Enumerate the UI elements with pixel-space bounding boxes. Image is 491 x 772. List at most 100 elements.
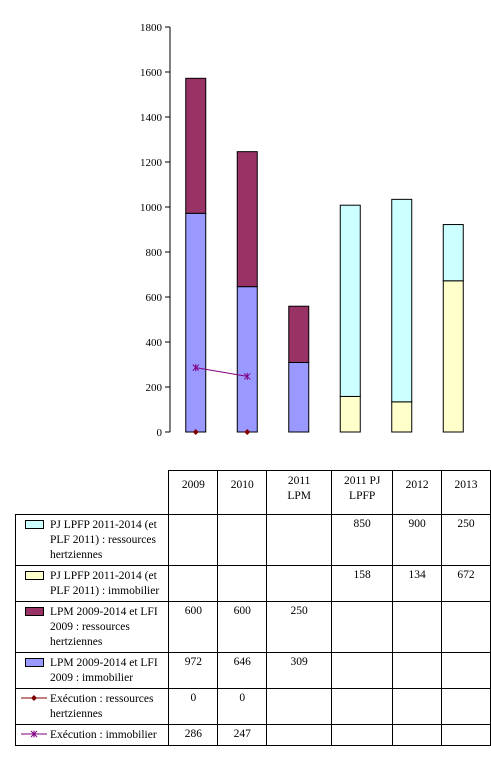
data-label: 672 (441, 565, 491, 602)
bar-segment (339, 204, 361, 397)
category-label: 2010 (217, 470, 268, 515)
bar-segment (339, 395, 361, 433)
data-point (192, 429, 199, 435)
category-label: 2009 (168, 470, 219, 515)
data-label (217, 514, 268, 566)
data-label: 600 (168, 601, 219, 653)
table-row: Exécution : ressources hertziennes 0 0 (14, 688, 491, 725)
bar-segment (442, 280, 464, 433)
data-label: 247 (217, 724, 268, 746)
data-label (266, 565, 333, 602)
bar-segment (185, 77, 207, 214)
legend-label: PJ LPFP 2011-2014 (et PLF 2011) : ressou… (50, 519, 157, 561)
data-label (441, 724, 491, 746)
bar-segment (236, 286, 258, 433)
legend-cell: LPM 2009-2014 et LFI 2009 : ressources h… (14, 601, 170, 653)
y-axis-ticks: 0 200 400 600 800 1000 1200 1400 1600 1800 (140, 22, 170, 439)
bar-segment (288, 361, 310, 433)
data-point (243, 372, 251, 380)
data-label (266, 514, 333, 566)
data-label (392, 724, 443, 746)
bar-segment (391, 401, 413, 433)
y-tick-label: 1200 (140, 157, 163, 169)
category-label: 2013 (441, 470, 491, 515)
y-tick-label: 1000 (140, 202, 163, 214)
table-row: PJ LPFP 2011-2014 (et PLF 2011) : ressou… (14, 514, 491, 566)
data-label: 250 (266, 601, 333, 653)
data-label (392, 601, 443, 653)
data-label (441, 601, 491, 653)
bar-segment (391, 198, 413, 403)
legend-cell: Exécution : ressources hertziennes (14, 688, 170, 725)
line-series (192, 364, 251, 435)
table-corner (16, 471, 169, 515)
category-label: 2011 LPM (266, 470, 333, 515)
data-label: 646 (217, 652, 268, 689)
data-label: 972 (168, 652, 219, 689)
legend-cell: LPM 2009-2014 et LFI 2009 : immobilier (14, 652, 170, 689)
data-label (217, 565, 268, 602)
category-label: 2011 PJ LPFP (331, 470, 394, 515)
data-label (331, 601, 394, 653)
legend-key-icon (20, 692, 48, 706)
data-table: 2009 2010 2011 LPM 2011 PJ LPFP 2012 201… (14, 470, 491, 746)
legend-key-icon (20, 656, 48, 670)
bar-segment (236, 151, 258, 288)
y-tick-label: 1400 (140, 112, 163, 124)
data-label: 900 (392, 514, 443, 566)
y-tick-label: 200 (146, 382, 163, 394)
y-tick-label: 800 (146, 247, 163, 259)
table-row: LPM 2009-2014 et LFI 2009 : ressources h… (14, 601, 491, 653)
data-label (331, 688, 394, 725)
legend-key-icon (20, 569, 48, 583)
data-label (441, 688, 491, 725)
category-label: 2012 (392, 470, 443, 515)
table-row: Exécution : immobilier 286 247 (14, 724, 491, 746)
bar-segment (442, 224, 464, 282)
table-row: LPM 2009-2014 et LFI 2009 : immobilier 97… (14, 652, 491, 689)
legend-cell: PJ LPFP 2011-2014 (et PLF 2011) : ressou… (14, 514, 170, 566)
data-label (266, 688, 333, 725)
legend-label: Exécution : ressources hertziennes (50, 693, 154, 720)
bars (185, 77, 464, 433)
legend-key-icon (20, 518, 48, 532)
data-label: 600 (217, 601, 268, 653)
bar-segment (288, 305, 310, 363)
data-label: 250 (441, 514, 491, 566)
legend-label: Exécution : immobilier (50, 729, 157, 741)
data-label (168, 565, 219, 602)
data-label: 309 (266, 652, 333, 689)
data-label (168, 514, 219, 566)
data-label: 0 (217, 688, 268, 725)
data-point (244, 429, 251, 435)
data-label: 158 (331, 565, 394, 602)
data-label: 134 (392, 565, 443, 602)
legend-label: LPM 2009-2014 et LFI 2009 : ressources h… (50, 606, 158, 648)
data-label (441, 652, 491, 689)
table-row: PJ LPFP 2011-2014 (et PLF 2011) : immobi… (14, 565, 491, 602)
legend-key-icon (20, 728, 48, 742)
data-label (331, 724, 394, 746)
data-label (392, 652, 443, 689)
bar-segment (185, 212, 207, 433)
data-label (331, 652, 394, 689)
legend-key-icon (20, 605, 48, 619)
legend-label: LPM 2009-2014 et LFI 2009 : immobilier (50, 657, 158, 684)
y-tick-label: 0 (157, 427, 163, 439)
data-point (192, 364, 200, 372)
chart-plot: 0 200 400 600 800 1000 1200 1400 1600 1800 (140, 22, 464, 439)
data-label: 850 (331, 514, 394, 566)
y-tick-label: 1800 (140, 22, 163, 34)
y-tick-label: 400 (146, 337, 163, 349)
data-label (392, 688, 443, 725)
y-tick-label: 1600 (140, 67, 163, 79)
series-line (195, 367, 248, 377)
legend-label: PJ LPFP 2011-2014 (et PLF 2011) : immobi… (50, 570, 160, 597)
data-label (266, 724, 333, 746)
category-header-row: 2009 2010 2011 LPM 2011 PJ LPFP 2012 201… (16, 470, 491, 515)
legend-cell: PJ LPFP 2011-2014 (et PLF 2011) : immobi… (14, 565, 170, 602)
data-label: 0 (168, 688, 219, 725)
y-tick-label: 600 (146, 292, 163, 304)
data-label: 286 (168, 724, 219, 746)
legend-cell: Exécution : immobilier (14, 724, 170, 746)
